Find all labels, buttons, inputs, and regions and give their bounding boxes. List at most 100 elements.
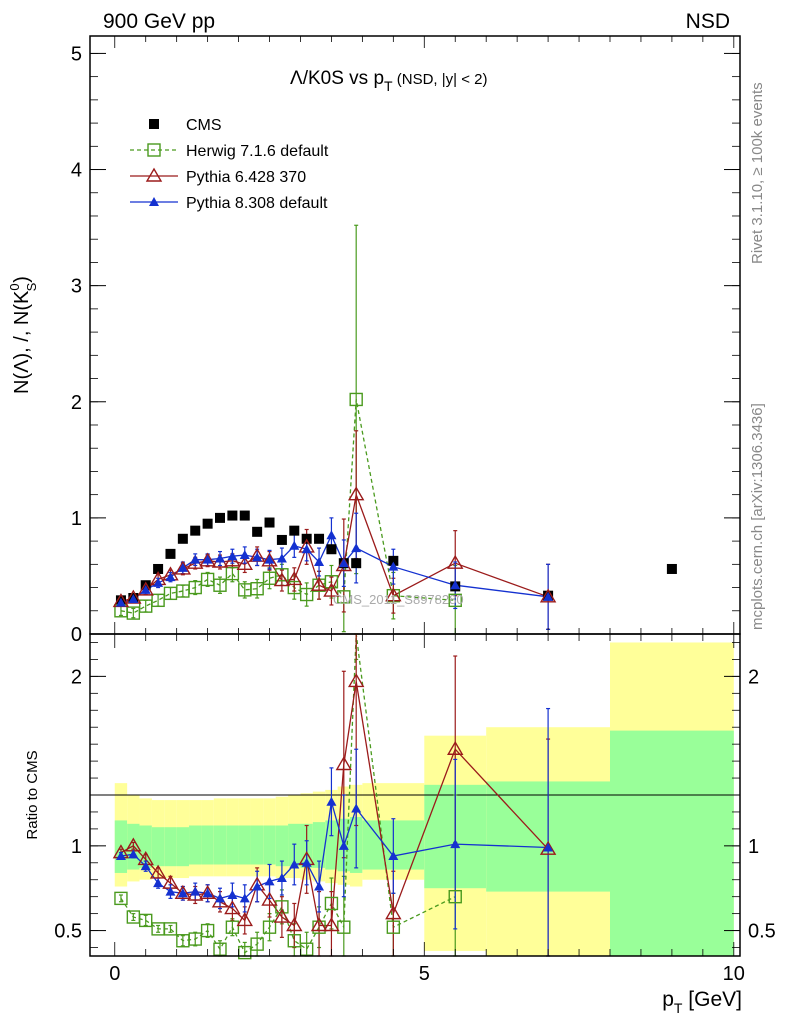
ratio-ytick-label: 1 xyxy=(71,836,82,858)
ratio-herwig-point xyxy=(139,913,153,928)
main-pythia8-point xyxy=(140,584,151,594)
main-pythia8-point xyxy=(239,550,250,560)
ratio-pythia8-point xyxy=(289,859,300,869)
ratio-herwig-point xyxy=(188,932,202,946)
main-herwig-point xyxy=(225,566,240,581)
main-cms-point xyxy=(190,525,201,536)
ratio-ylabel: Ratio to CMS xyxy=(24,750,41,839)
ratio-xtick-label: 5 xyxy=(419,963,430,985)
ratio-band-inner xyxy=(325,820,338,870)
ratio-pythia6-point xyxy=(335,756,353,771)
main-cms-point xyxy=(351,558,362,569)
ratio-ytick-label-right: 1 xyxy=(748,836,759,858)
main-pythia8-point xyxy=(264,554,275,564)
legend-label-cms: CMS xyxy=(186,117,222,134)
main-herwig-point xyxy=(151,593,165,608)
legend-marker-pythia6 xyxy=(145,167,163,182)
ratio-herwig-point xyxy=(262,920,277,934)
main-cms-point xyxy=(215,512,225,523)
ratio-pythia8-point xyxy=(177,888,188,898)
main-panel: 0 1 2 3 4 5 Λ/K0S vs pT (NSD, |y| < 2) N(Λ), … xyxy=(7,35,741,646)
ratio-axes: 0.5 0.5 1 1 2 2 0 5 10 xyxy=(54,634,776,985)
ratio-pythia8-point xyxy=(153,878,164,888)
ratio-pythia8-point xyxy=(338,840,349,850)
ratio-herwig-point xyxy=(386,920,401,934)
ratio-herwig-point xyxy=(114,891,128,906)
main-pythia6-point xyxy=(273,572,291,587)
ratio-pythia6-point xyxy=(323,917,340,932)
ratio-ytick-label: 2 xyxy=(71,666,82,688)
legend-marker-pythia8 xyxy=(149,197,159,206)
main-ytick-label: 3 xyxy=(71,276,82,298)
main-pythia6-point xyxy=(310,576,328,591)
ratio-herwig-point xyxy=(324,896,339,911)
main-ytick-label: 2 xyxy=(71,392,82,414)
main-pythia6-point xyxy=(261,552,278,567)
main-pythia8-point xyxy=(115,597,126,607)
ratio-pythia6-point xyxy=(447,740,464,755)
ratio-pythia8-point xyxy=(301,857,312,867)
legend-marker-cms xyxy=(149,119,159,129)
main-pythia8-point xyxy=(388,561,399,571)
main-pythia8-point xyxy=(177,562,188,572)
ratio-band-inner xyxy=(151,827,165,867)
main-cms-point xyxy=(153,563,164,574)
header-right: NSD xyxy=(686,10,730,33)
ratio-pythia6-point xyxy=(236,912,253,927)
main-pythia8-point xyxy=(289,540,300,550)
main-title: Λ/K0S vs pT (NSD, |y| < 2) xyxy=(290,68,487,94)
ratio-pythia6-point xyxy=(385,905,402,920)
main-pythia8-point xyxy=(301,544,312,554)
ratio-pythia6-point xyxy=(199,884,216,899)
ratio-pythia8-point xyxy=(190,886,201,896)
ratio-herwig-point xyxy=(275,900,289,914)
ratio-pythia8-point xyxy=(351,803,362,813)
legend-label-pythia8: Pythia 8.308 default xyxy=(186,195,328,212)
main-herwig-point xyxy=(448,593,462,608)
legend: CMS Herwig 7.1.6 default Pythia 6.428 370 P… xyxy=(130,117,329,212)
ratio-herwig-point xyxy=(213,942,227,956)
main-ytick-label: 4 xyxy=(71,160,82,182)
main-herwig-point xyxy=(299,587,314,602)
ratio-pythia8-point xyxy=(450,839,461,849)
main-herwig-point xyxy=(188,580,202,595)
ratio-pythia8-point xyxy=(252,881,263,891)
main-pythia8-point xyxy=(202,554,213,564)
main-herwig-point xyxy=(250,582,264,596)
ratio-band-inner xyxy=(176,827,190,867)
ratio-pythia8-point xyxy=(239,893,250,903)
main-pythia8-point xyxy=(543,591,554,601)
ratio-band-inner xyxy=(238,825,251,865)
ratio-herwig-point xyxy=(163,922,178,936)
main-herwig-point xyxy=(324,575,339,589)
main-ytick-label: 0 xyxy=(71,624,82,646)
main-cms-point xyxy=(314,533,325,544)
main-herwig-point xyxy=(126,606,141,620)
ratio-band-inner xyxy=(263,825,276,865)
legend-label-herwig: Herwig 7.1.6 default xyxy=(186,143,329,160)
ratio-band-inner xyxy=(189,825,202,865)
main-pythia6-point xyxy=(236,555,253,571)
main-cms-point xyxy=(289,525,300,536)
ratio-pythia6-point xyxy=(149,864,167,879)
watermark: CMS_2011_S8978280 xyxy=(333,592,464,607)
ratio-pythia8-point xyxy=(165,886,176,896)
main-pythia8-point xyxy=(252,552,263,562)
main-pythia6-point xyxy=(385,587,402,602)
ratio-pythia8-point xyxy=(264,876,275,886)
ratio-pythia8-point xyxy=(128,849,139,859)
ratio-bands xyxy=(114,642,734,956)
ratio-herwig-point xyxy=(250,937,264,951)
main-cms-point xyxy=(202,518,213,529)
main-pythia8-point xyxy=(215,553,225,563)
main-marks xyxy=(112,392,677,620)
ratio-xlabel: pT [GeV] xyxy=(662,988,742,1016)
ratio-panel: 0.5 0.5 1 1 2 2 0 5 10 Ratio to CMS pT [GeV] xyxy=(24,633,776,1016)
main-pythia6-point xyxy=(199,552,216,567)
main-ytick-label: 1 xyxy=(71,508,82,530)
ratio-pythia6-point xyxy=(539,840,557,855)
main-pythia8-point xyxy=(338,558,349,568)
main-pythia6-point xyxy=(539,588,557,603)
ratio-herwig-point xyxy=(312,920,326,934)
